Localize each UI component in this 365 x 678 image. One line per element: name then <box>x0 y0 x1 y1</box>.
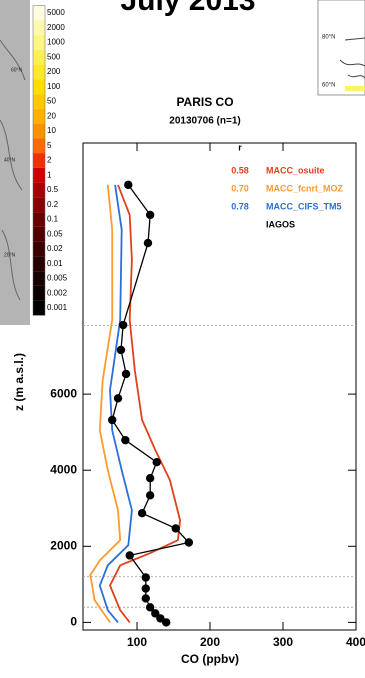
legend-label: IAGOS <box>266 219 295 229</box>
page: {"header": {"title": "July 2013"}, "left… <box>0 0 365 678</box>
series-line <box>112 185 189 623</box>
data-point <box>153 458 161 466</box>
colorbar-swatch <box>33 124 45 139</box>
x-tick-label: 400 <box>346 635 365 649</box>
data-point <box>162 618 170 626</box>
data-point <box>142 573 150 581</box>
colorbar-label: 0.5 <box>47 185 59 194</box>
data-point <box>172 524 180 532</box>
data-point <box>146 211 154 219</box>
colorbar-label: 0.01 <box>47 259 63 268</box>
colorbar-label: 2000 <box>47 23 65 32</box>
colorbar-label: 10 <box>47 126 56 135</box>
colorbar-label: 0.05 <box>47 229 63 238</box>
colorbar-label: 2 <box>47 156 52 165</box>
colorbar-swatch <box>33 94 45 109</box>
chart-title: PARIS CO <box>176 95 233 109</box>
colorbar-swatch <box>33 20 45 35</box>
colorbar-label: 0.02 <box>47 244 63 253</box>
data-point <box>121 436 129 444</box>
colorbar-label: 0.002 <box>47 288 68 297</box>
colorbar-swatch <box>33 197 45 212</box>
colorbar-swatch <box>33 138 45 153</box>
x-axis-label: CO (ppbv) <box>181 652 239 666</box>
colorbar-label: 5 <box>47 141 52 150</box>
lat-label: 80°N <box>322 35 335 41</box>
colorbar-swatch <box>33 50 45 65</box>
colorbar-swatch <box>33 168 45 183</box>
data-point <box>146 491 154 499</box>
right-map <box>318 0 365 95</box>
colorbar-swatch <box>33 153 45 168</box>
colorbar-swatch <box>33 242 45 257</box>
chart-subtitle: 20130706 (n=1) <box>169 116 240 127</box>
data-point <box>138 509 146 517</box>
colorbar-swatch <box>33 109 45 124</box>
data-point <box>124 181 132 189</box>
legend-label: MACC_fcnrt_MOZ <box>266 183 344 193</box>
lat-label: 40°N <box>4 157 16 163</box>
legend-label: MACC_osuite <box>266 165 325 175</box>
y-tick-label: 4000 <box>50 462 77 476</box>
map-shading <box>345 86 365 91</box>
plot-frame <box>83 143 356 630</box>
data-point <box>146 474 154 482</box>
colorbar-label: 0.001 <box>47 303 68 312</box>
colorbar-label: 0.2 <box>47 200 59 209</box>
page-title: July 2013 <box>120 0 255 17</box>
x-tick-label: 300 <box>273 635 293 649</box>
colorbar-label: 1000 <box>47 38 65 47</box>
data-point <box>114 394 122 402</box>
data-point <box>126 551 134 559</box>
data-point <box>144 239 152 247</box>
colorbar-label: 1 <box>47 170 52 179</box>
data-point <box>142 584 150 592</box>
colorbar-label: 0.1 <box>47 215 59 224</box>
colorbar-label: 5000 <box>47 8 65 17</box>
legend-r: 0.70 <box>231 183 249 193</box>
colorbar-swatch <box>33 35 45 50</box>
lat-label: 20°N <box>4 252 16 258</box>
y-tick-label: 6000 <box>50 386 77 400</box>
colorbar-label: 20 <box>47 111 56 120</box>
colorbar-label: 200 <box>47 67 61 76</box>
legend-r: 0.78 <box>231 201 249 211</box>
colorbar-label: 100 <box>47 82 61 91</box>
data-point <box>108 416 116 424</box>
legend-label: MACC_CIFS_TM5 <box>266 201 342 211</box>
colorbar-swatch <box>33 6 45 21</box>
y-tick-label: 2000 <box>50 538 77 552</box>
data-point <box>119 321 127 329</box>
y-axis-label: z (m a.s.l.) <box>12 353 26 411</box>
colorbar-swatch <box>33 256 45 271</box>
data-point <box>117 346 125 354</box>
colorbar-label: 50 <box>47 97 56 106</box>
legend-r: 0.58 <box>231 165 249 175</box>
legend-title: r <box>238 142 242 152</box>
colorbar-swatch <box>33 65 45 80</box>
colorbar-label: 0.005 <box>47 274 68 283</box>
colorbar-swatch <box>33 79 45 94</box>
data-point <box>185 538 193 546</box>
x-tick-label: 100 <box>127 635 147 649</box>
data-point <box>142 594 150 602</box>
data-point <box>122 370 130 378</box>
colorbar-swatch <box>33 227 45 242</box>
lat-label: 60°N <box>11 67 23 73</box>
y-tick-label: 0 <box>70 615 77 629</box>
screenshot: 60°N 40°N 20°N 80°N 60°N July 2013 PARIS… <box>0 0 365 678</box>
colorbar-swatch <box>33 271 45 286</box>
lat-label: 60°N <box>322 83 335 89</box>
colorbar-swatch <box>33 212 45 227</box>
colorbar-label: 500 <box>47 52 61 61</box>
x-tick-label: 200 <box>200 635 220 649</box>
colorbar-swatch <box>33 301 45 316</box>
colorbar-swatch <box>33 183 45 198</box>
colorbar-swatch <box>33 286 45 301</box>
